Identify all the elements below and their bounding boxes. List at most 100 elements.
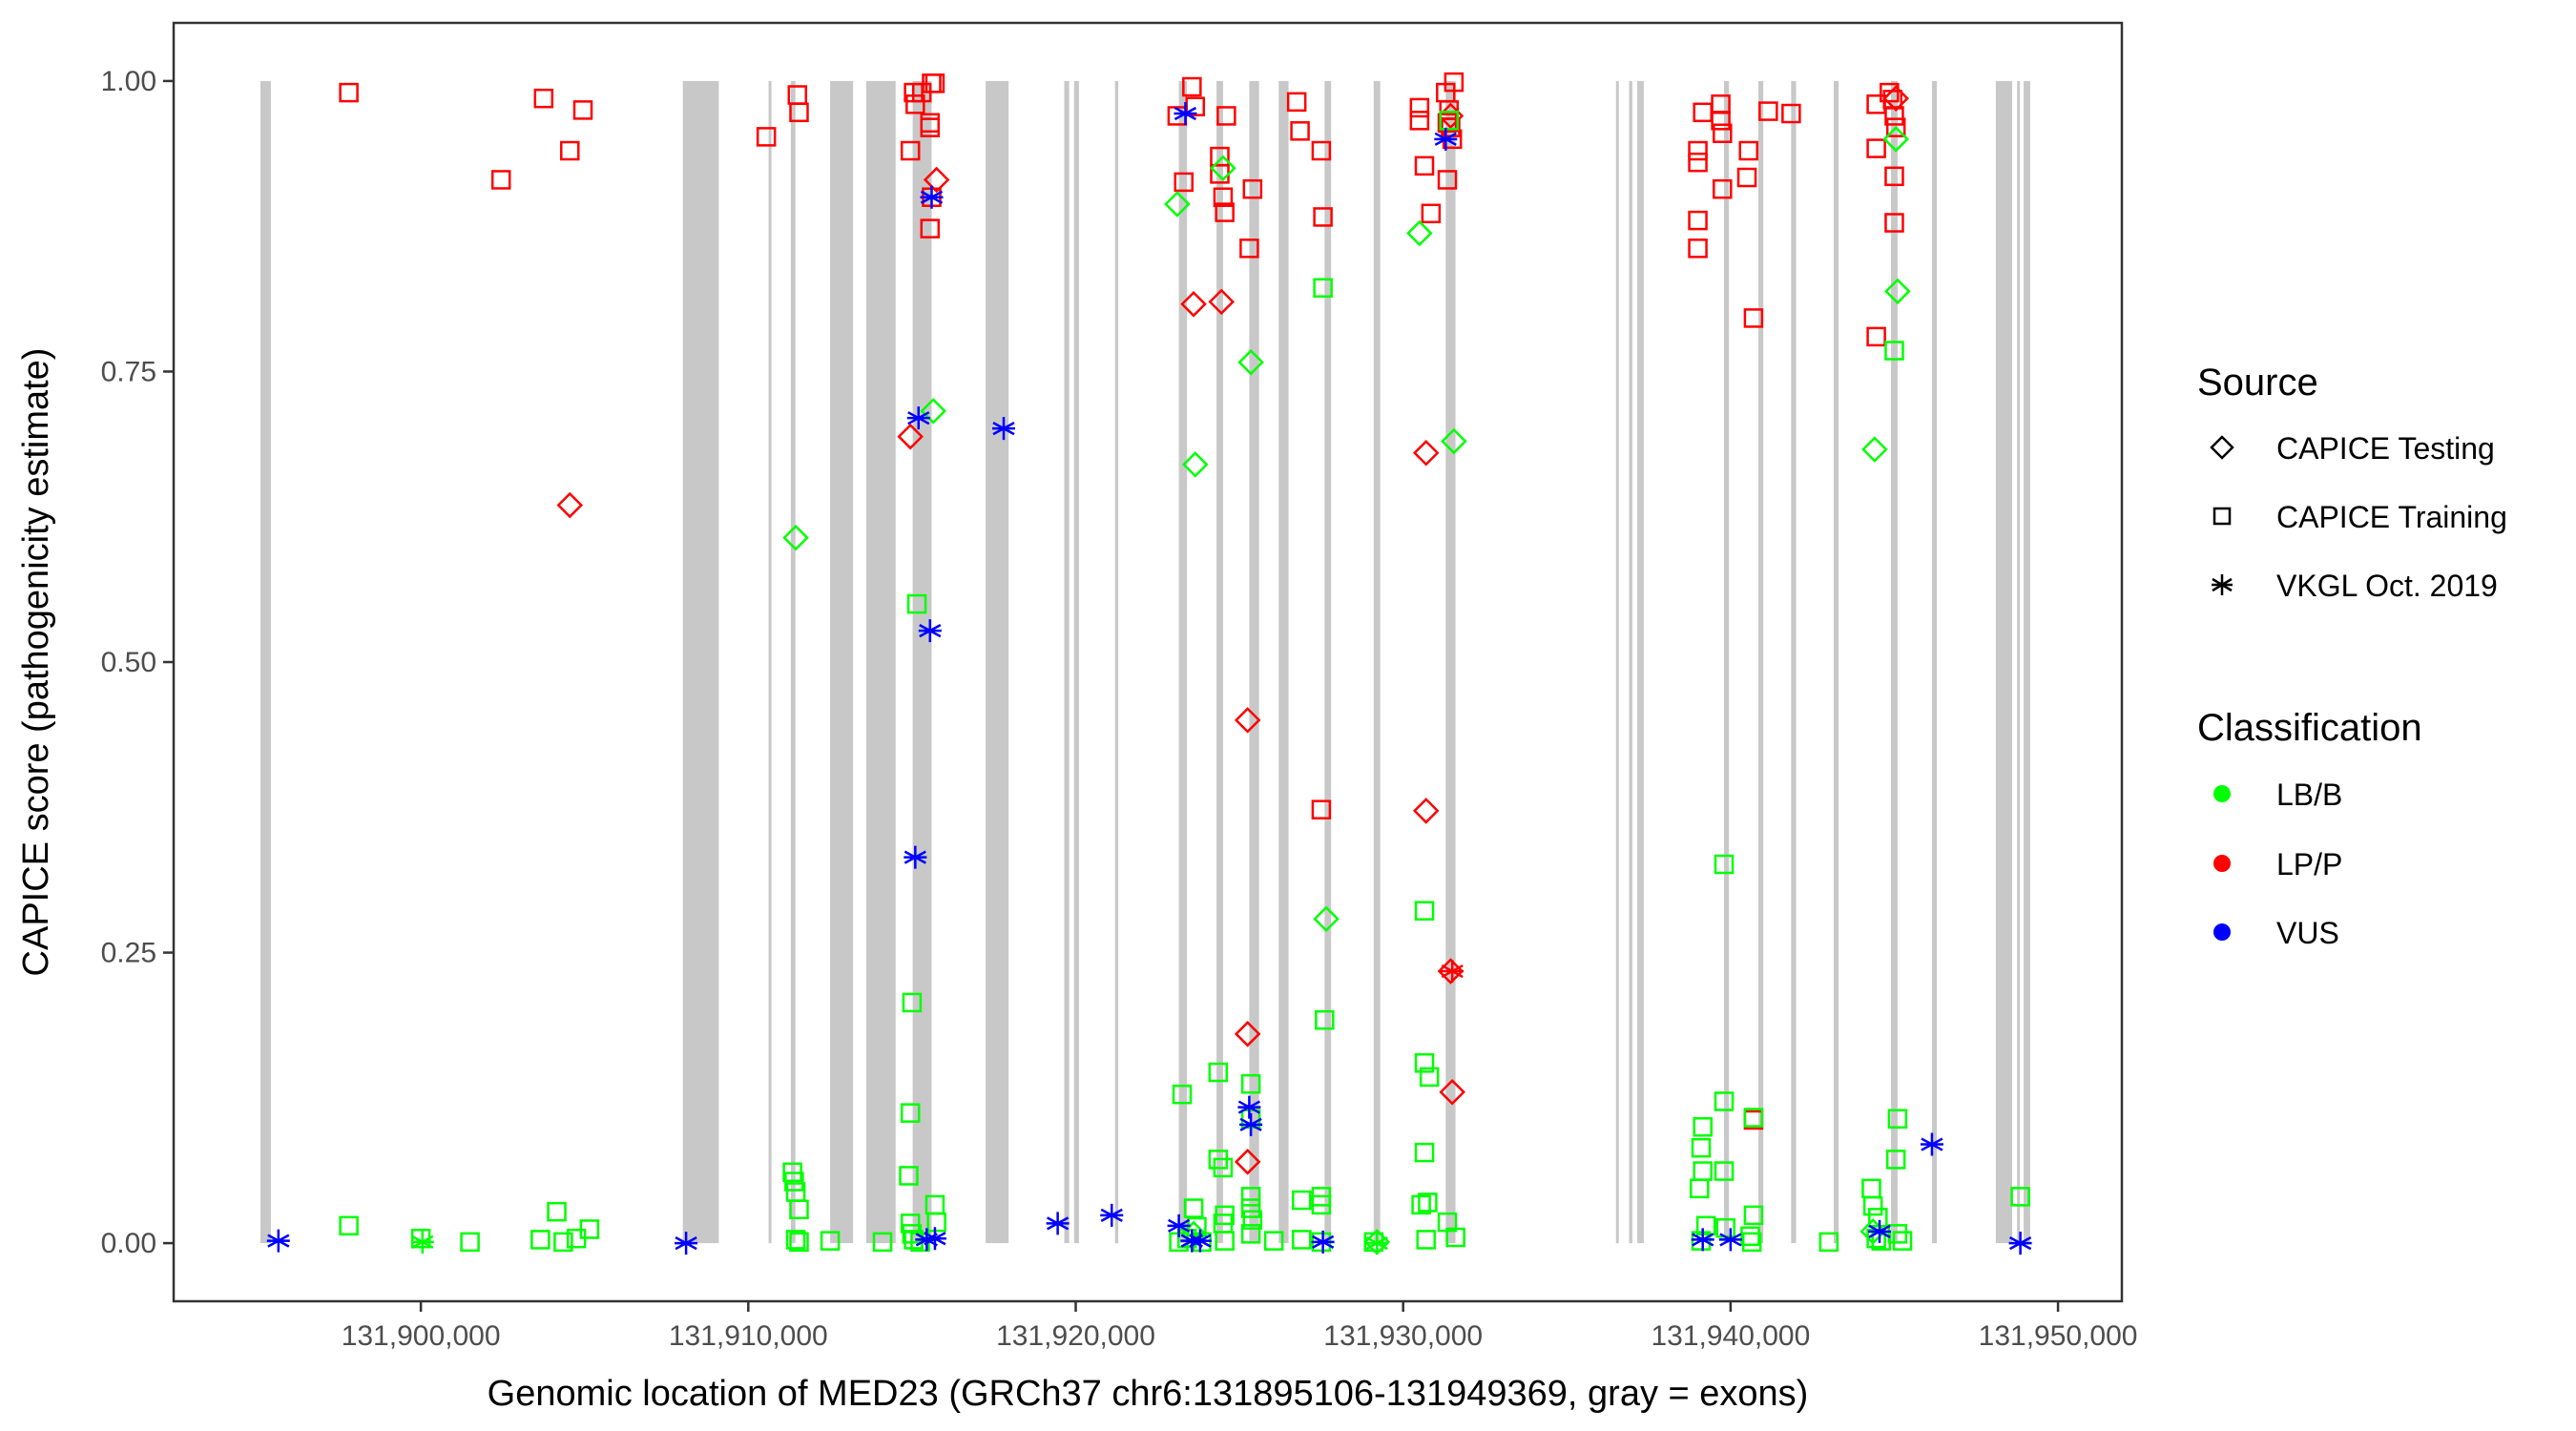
point-square — [1743, 308, 1764, 328]
blue-dot-icon — [2213, 923, 2231, 941]
point-square — [905, 94, 925, 114]
y-axis-title: CAPICE score (pathogenicity estimate) — [16, 348, 56, 977]
legend-label: CAPICE Testing — [2276, 431, 2495, 466]
exon-band — [912, 80, 932, 1244]
point-square — [1885, 1150, 1906, 1170]
point-square — [1688, 140, 1708, 161]
point-square — [1240, 1198, 1261, 1218]
point-square — [1416, 1230, 1436, 1250]
exon-band — [2017, 80, 2021, 1244]
point-asterisk — [1167, 1213, 1191, 1237]
point-square — [553, 1232, 573, 1253]
point-diamond — [782, 524, 809, 551]
point-square — [756, 127, 777, 147]
square-icon — [2212, 507, 2232, 526]
point-square — [789, 1232, 809, 1253]
point-asterisk — [1718, 1228, 1742, 1252]
point-square — [1216, 106, 1236, 126]
point-diamond — [1882, 85, 1909, 112]
point-square — [1862, 1195, 1883, 1216]
point-square — [1313, 207, 1333, 227]
point-square — [1437, 170, 1458, 190]
exon-band — [1891, 80, 1898, 1244]
point-square — [1884, 166, 1904, 187]
y-tick-label: 0.75 — [101, 356, 156, 387]
point-square — [1174, 172, 1195, 193]
point-square — [906, 593, 927, 614]
point-square — [1185, 96, 1206, 116]
point-asterisk — [1365, 1232, 1389, 1255]
point-square — [1414, 1053, 1435, 1073]
exon-band — [260, 80, 271, 1244]
legend-label: LB/B — [2276, 778, 2342, 812]
point-square — [1213, 1157, 1234, 1178]
exon-band — [1791, 80, 1797, 1244]
point-square — [1714, 854, 1735, 875]
point-asterisk — [266, 1229, 290, 1253]
point-square — [1421, 203, 1442, 224]
point-square — [1213, 187, 1234, 207]
y-tick-label: 0.00 — [101, 1228, 156, 1259]
point-asterisk — [904, 845, 927, 869]
point-square — [339, 1215, 359, 1236]
point-asterisk — [1441, 960, 1465, 984]
exon-band — [1373, 80, 1381, 1244]
point-square — [1758, 101, 1778, 121]
x-axis-title: Genomic location of MED23 (GRCh37 chr6:1… — [488, 1374, 1809, 1414]
point-square — [1818, 1232, 1839, 1253]
point-asterisk — [1868, 1219, 1892, 1243]
point-square — [1885, 117, 1906, 137]
exon-band — [1637, 80, 1644, 1244]
legend-item-capice-training: CAPICE Training — [2212, 500, 2507, 534]
point-square — [1240, 1224, 1261, 1244]
point-square — [1740, 1226, 1760, 1247]
point-square — [1409, 97, 1430, 118]
point-square — [1182, 76, 1202, 97]
point-square — [1313, 278, 1333, 298]
point-square — [1311, 140, 1332, 161]
exon-band — [1178, 80, 1188, 1244]
green-dot-icon — [2213, 785, 2231, 802]
point-diamond — [1180, 291, 1207, 318]
point-diamond — [1412, 798, 1440, 824]
point-diamond — [1882, 126, 1909, 153]
point-square — [1741, 1232, 1762, 1253]
point-square — [820, 1231, 841, 1251]
point-square — [1711, 111, 1731, 131]
exon-band — [1114, 80, 1119, 1244]
point-square — [1439, 111, 1459, 131]
point-asterisk — [923, 1227, 946, 1251]
point-asterisk — [1174, 102, 1197, 126]
exon-band — [1216, 80, 1223, 1244]
exon-band — [1073, 80, 1079, 1244]
point-square — [1693, 1117, 1713, 1137]
legend-label: CAPICE Training — [2276, 500, 2507, 534]
legend-item-vus: VUS — [2213, 916, 2339, 950]
legend-label: VUS — [2276, 916, 2339, 950]
point-square — [1414, 156, 1435, 176]
point-square — [900, 140, 921, 161]
x-tick-label: 131,930,000 — [1323, 1320, 1483, 1352]
exon-band — [830, 80, 854, 1244]
point-square — [1713, 178, 1733, 199]
point-square — [1695, 1215, 1716, 1236]
point-square — [1242, 178, 1263, 199]
exon-band — [1931, 80, 1938, 1244]
point-diamond — [1861, 436, 1888, 463]
point-square — [789, 102, 809, 123]
point-square — [460, 1232, 480, 1253]
x-tick-label: 131,940,000 — [1651, 1320, 1810, 1352]
point-square — [920, 218, 941, 238]
point-asterisk — [918, 619, 942, 643]
point-square — [900, 1103, 921, 1123]
point-square — [1411, 1194, 1431, 1215]
point-square — [1183, 1198, 1204, 1218]
legend-title-source: Source — [2197, 362, 2318, 404]
legend-label: LP/P — [2276, 847, 2342, 881]
point-asterisk — [1237, 1095, 1261, 1119]
point-asterisk — [1434, 127, 1458, 151]
point-square — [1315, 1009, 1335, 1030]
point-square — [1688, 210, 1708, 231]
x-tick-label: 131,950,000 — [1979, 1320, 2138, 1352]
y-tick-label: 0.25 — [101, 938, 156, 969]
